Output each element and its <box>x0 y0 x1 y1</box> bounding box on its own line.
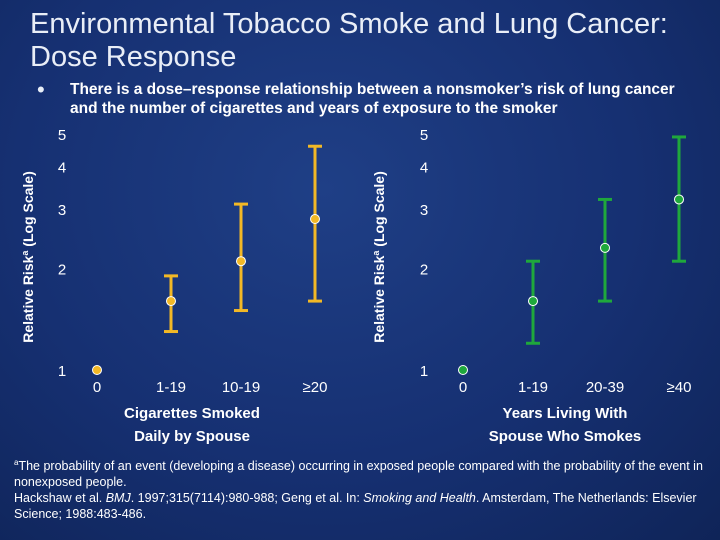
x-tick-label: ≥20 <box>303 379 328 396</box>
footnote: aThe probability of an event (developing… <box>14 455 714 522</box>
slide-title: Environmental Tobacco Smoke and Lung Can… <box>30 8 668 73</box>
y-axis-label: Relative Riska (Log Scale) <box>20 171 36 343</box>
x-axis-label-line1: Years Living With <box>503 405 628 422</box>
x-tick-label: ≥40 <box>667 379 692 396</box>
reference-2-post: . Amsterdam, The Netherlands: Elsevier S… <box>14 491 697 522</box>
data-point <box>236 256 246 267</box>
x-tick-label: 1-19 <box>518 379 548 396</box>
x-tick-label: 0 <box>459 379 467 396</box>
y-tick-label: 1 <box>58 363 66 380</box>
y-tick-label: 4 <box>58 160 66 177</box>
x-tick-label: 20-39 <box>586 379 624 396</box>
reference-2-book: Smoking and Health <box>363 491 476 506</box>
y-axis-label: Relative Riska (Log Scale) <box>371 171 387 343</box>
data-point <box>310 214 320 225</box>
data-point <box>92 365 102 375</box>
y-tick-label: 3 <box>58 202 66 219</box>
data-point <box>458 365 468 375</box>
reference-1-pre: Hackshaw et al. <box>14 491 106 506</box>
data-point <box>674 194 684 205</box>
chart-cigarettes: 1 2 3 4 5 Relative Riska (Log Scale) 0 1-19 10-1… <box>20 127 327 445</box>
chart-years: 1 2 3 4 5 Relative Riska (Log Scale) 0 1-19 20-3… <box>371 127 691 445</box>
x-axis-label-line2: Daily by Spouse <box>134 428 250 445</box>
y-tick-label: 5 <box>420 127 428 144</box>
charts-area: 1 2 3 4 5 Relative Riska (Log Scale) 0 1-19 10-1… <box>20 127 691 445</box>
x-axis-label-line1: Cigarettes Smoked <box>124 405 260 422</box>
footnote-definition: The probability of an event (developing … <box>14 459 703 490</box>
x-tick-label: 10-19 <box>222 379 260 396</box>
bullet-marker: • <box>37 77 45 102</box>
x-tick-label: 0 <box>93 379 101 396</box>
reference-1-journal: BMJ <box>105 491 131 506</box>
x-tick-label: 1-19 <box>156 379 186 396</box>
data-point <box>528 296 538 307</box>
y-tick-label: 2 <box>420 261 428 278</box>
y-tick-label: 1 <box>420 363 428 380</box>
footnote-marker: a <box>14 458 19 467</box>
data-point <box>600 242 610 253</box>
y-tick-label: 5 <box>58 127 66 144</box>
data-point <box>166 296 176 307</box>
y-tick-label: 2 <box>58 261 66 278</box>
x-axis-label-line2: Spouse Who Smokes <box>489 428 642 445</box>
y-tick-label: 4 <box>420 160 428 177</box>
y-tick-label: 3 <box>420 202 428 219</box>
reference-1-post: . 1997;315(7114):980-988; Geng et al. In… <box>130 491 364 506</box>
bullet-text: There is a dose–response relationship be… <box>70 81 675 117</box>
